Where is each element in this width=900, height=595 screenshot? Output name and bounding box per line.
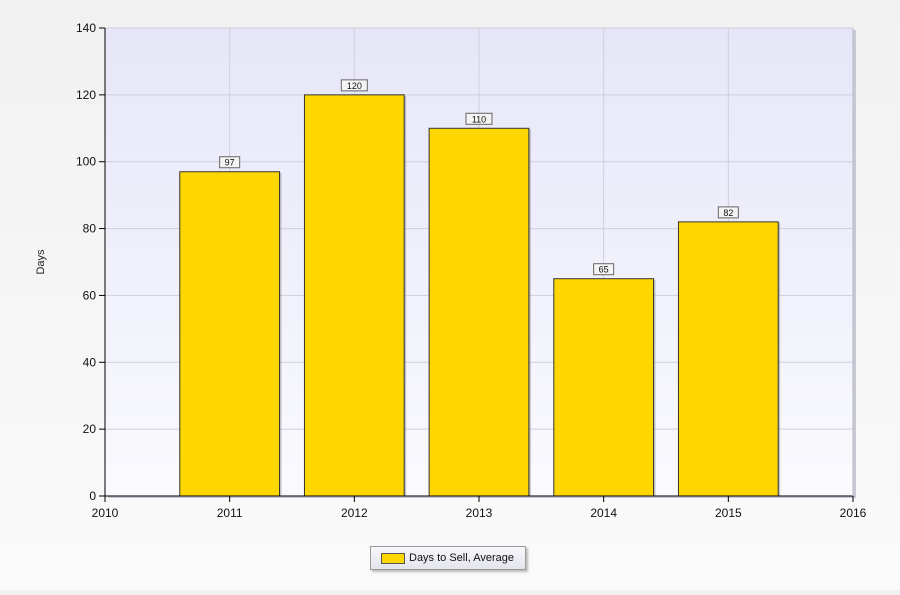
- y-tick-label: 100: [76, 155, 96, 169]
- legend: Days to Sell, Average: [370, 546, 526, 570]
- y-tick-label: 20: [83, 422, 97, 436]
- data-labels: 97 120 110 65 82: [219, 79, 739, 276]
- x-tick-label: 2011: [217, 506, 243, 520]
- data-label: 82: [723, 208, 733, 218]
- data-label-box: [593, 263, 615, 276]
- y-tick-label: 40: [83, 355, 97, 369]
- y-tick-label: 120: [76, 88, 96, 102]
- x-tick-label: 2010: [92, 506, 119, 520]
- y-tick-label: 140: [76, 21, 96, 35]
- bar: [303, 94, 405, 497]
- data-label-box: [340, 79, 368, 92]
- bar: [179, 171, 281, 497]
- data-label: 120: [347, 81, 362, 91]
- y-tick-label: 60: [83, 288, 97, 302]
- x-tick-label: 2016: [840, 506, 867, 520]
- bar: [428, 127, 530, 497]
- bars: [179, 94, 781, 497]
- legend-swatch: [381, 552, 405, 564]
- bar: [677, 221, 779, 497]
- x-tick-label: 2012: [341, 506, 368, 520]
- y-axis-title: Days: [35, 249, 47, 275]
- data-label-box: [465, 112, 493, 125]
- axes: 0 20 40 60 80 100 120 140 2010 2011 2012 2013 2014 20…: [76, 21, 867, 520]
- y-tick-label: 0: [89, 489, 96, 503]
- data-label: 65: [599, 265, 609, 275]
- y-tick-label: 80: [83, 222, 97, 236]
- data-label-box: [219, 156, 241, 169]
- legend-label: Days to Sell, Average: [409, 552, 514, 564]
- x-tick-label: 2015: [715, 506, 742, 520]
- x-tick-label: 2014: [590, 506, 617, 520]
- bar: [553, 278, 655, 497]
- data-label-box: [717, 206, 739, 219]
- data-label: 97: [225, 158, 235, 168]
- x-tick-label: 2013: [466, 506, 493, 520]
- data-label: 110: [472, 114, 486, 124]
